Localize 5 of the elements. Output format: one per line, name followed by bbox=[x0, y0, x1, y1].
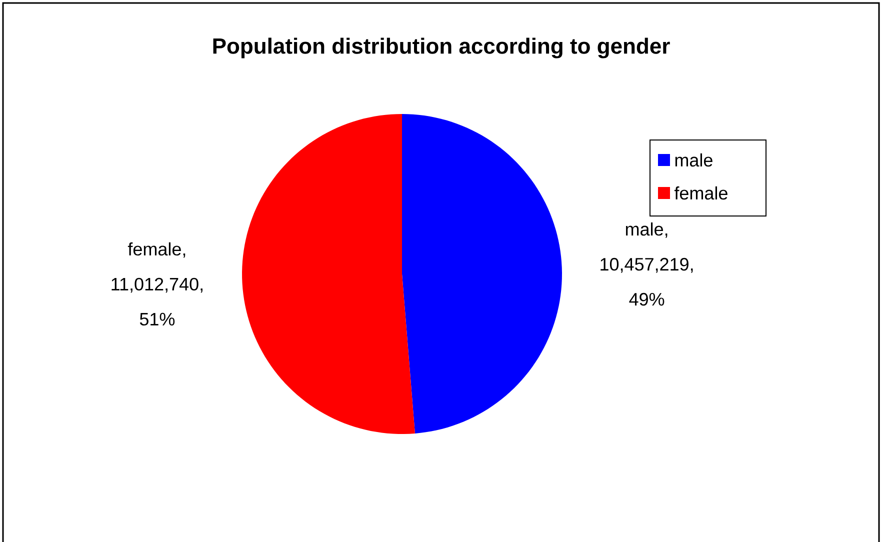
legend-label: female bbox=[674, 186, 728, 200]
data-label: female, 11,012,740, 51% bbox=[112, 242, 202, 326]
data-label: male, 10,457,219, 49% bbox=[600, 222, 693, 306]
legend-label: male bbox=[675, 153, 712, 167]
chart-title: Population distribution according to gender bbox=[213, 38, 670, 58]
